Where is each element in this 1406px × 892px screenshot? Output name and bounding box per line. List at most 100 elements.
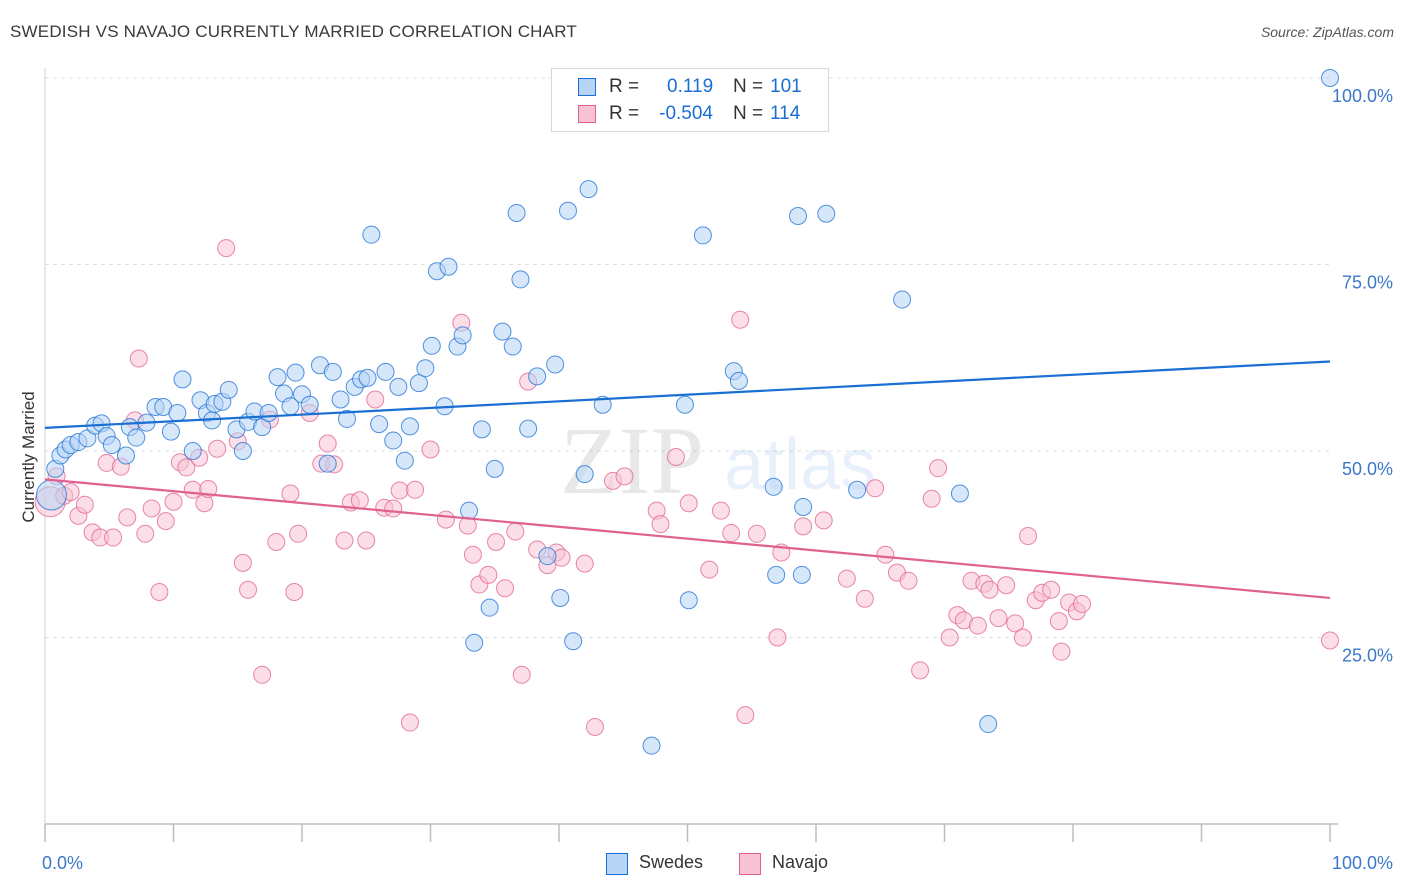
navajo-point bbox=[814, 511, 833, 530]
navajo-point bbox=[747, 524, 766, 543]
navajo-point bbox=[700, 560, 719, 579]
n-label: N = bbox=[733, 103, 764, 124]
navajo-point bbox=[1321, 631, 1339, 650]
swedes-point bbox=[439, 257, 458, 276]
navajo-point bbox=[335, 531, 354, 550]
legend-navajo-label: Navajo bbox=[772, 852, 829, 872]
swedes-point bbox=[337, 409, 356, 428]
swedes-point bbox=[422, 336, 441, 355]
navajo-point bbox=[285, 582, 304, 601]
navajo-point bbox=[711, 501, 730, 520]
x-tick-label: 100.0% bbox=[1332, 853, 1393, 873]
swedes-point bbox=[848, 480, 867, 499]
swedes-point bbox=[116, 446, 135, 465]
swedes-r-value: 0.119 bbox=[667, 76, 714, 97]
stats-legend: R = 0.119 N = 101 R = -0.504 N = 114 bbox=[551, 68, 829, 132]
swedes-point bbox=[465, 633, 484, 652]
navajo-point bbox=[1072, 594, 1091, 613]
source-label: Source: ZipAtlas.com bbox=[1260, 24, 1394, 40]
swedes-point bbox=[370, 415, 389, 434]
swedes-point bbox=[593, 395, 612, 414]
navajo-point bbox=[366, 390, 385, 409]
swedes-point bbox=[519, 419, 538, 438]
navajo-point bbox=[899, 571, 918, 590]
swedes-point bbox=[480, 598, 499, 617]
r-label: R = bbox=[609, 76, 640, 97]
navajo-point bbox=[911, 661, 930, 680]
swedes-point bbox=[384, 431, 403, 450]
swedes-point bbox=[376, 362, 395, 381]
navajo-point bbox=[866, 479, 885, 498]
swedes-point bbox=[764, 477, 783, 496]
navajo-point bbox=[318, 434, 337, 453]
navajo-point bbox=[496, 579, 515, 598]
swedes-point bbox=[507, 204, 526, 223]
navajo-point bbox=[736, 706, 755, 725]
navajo-point bbox=[239, 580, 258, 599]
swedes-point bbox=[503, 337, 522, 356]
swedes-point bbox=[168, 403, 187, 422]
swedes-point bbox=[127, 428, 146, 447]
navajo-point bbox=[357, 531, 376, 550]
navajo-point bbox=[1006, 614, 1025, 633]
chart-title: SWEDISH VS NAVAJO CURRENTLY MARRIED CORR… bbox=[10, 22, 577, 41]
y-axis-label: Currently Married bbox=[19, 391, 38, 522]
swedes-point bbox=[675, 395, 694, 414]
navajo-r-value: -0.504 bbox=[659, 103, 713, 124]
swedes-point bbox=[409, 374, 428, 393]
swedes-trend-line bbox=[44, 360, 1331, 429]
navajo-point bbox=[651, 515, 670, 534]
swedes-point bbox=[362, 225, 381, 244]
navajo-point bbox=[267, 533, 286, 552]
navajo-point bbox=[679, 494, 698, 513]
swedes-point bbox=[950, 484, 969, 503]
navajo-point bbox=[129, 349, 148, 368]
swedes-point bbox=[259, 403, 278, 422]
navajo-point bbox=[837, 569, 856, 588]
swedes-point bbox=[400, 417, 419, 436]
swedes-point bbox=[493, 322, 512, 341]
navajo-point bbox=[253, 665, 272, 684]
navajo-point bbox=[208, 439, 227, 458]
swedes-point bbox=[395, 451, 414, 470]
navajo-point bbox=[289, 524, 308, 543]
navajo-point bbox=[183, 480, 202, 499]
swedes-point bbox=[511, 270, 530, 289]
swedes-point bbox=[528, 367, 547, 386]
swedes-point bbox=[558, 201, 577, 220]
navajo-point bbox=[156, 512, 175, 531]
navajo-point bbox=[390, 481, 409, 500]
navajo-point bbox=[876, 545, 895, 564]
navajo-point bbox=[350, 491, 369, 510]
navajo-point bbox=[585, 718, 604, 737]
navajo-point bbox=[150, 582, 169, 601]
tick-labels: 25.0% 50.0% 75.0% 100.0% 0.0% 100.0% bbox=[42, 86, 1393, 873]
legend-swedes-swatch bbox=[606, 853, 628, 875]
navajo-point bbox=[575, 554, 594, 573]
navajo-point bbox=[794, 517, 813, 536]
swedes-point bbox=[817, 204, 836, 223]
swedes-point bbox=[173, 370, 192, 389]
swedes-point bbox=[642, 736, 661, 755]
trend-lines bbox=[44, 360, 1331, 600]
y-tick-label: 50.0% bbox=[1342, 459, 1393, 479]
navajo-point bbox=[177, 458, 196, 477]
n-label: N = bbox=[733, 76, 764, 97]
swedes-point bbox=[460, 501, 479, 520]
swedes-point bbox=[268, 368, 287, 387]
swedes-n-value: 101 bbox=[770, 76, 802, 97]
navajo-point bbox=[615, 467, 634, 486]
navajo-point bbox=[463, 545, 482, 564]
navajo-point bbox=[136, 524, 155, 543]
swedes-point bbox=[358, 368, 377, 387]
y-tick-label: 25.0% bbox=[1342, 646, 1393, 666]
navajo-point bbox=[75, 495, 94, 514]
navajo-point bbox=[512, 665, 531, 684]
navajo-point bbox=[384, 499, 403, 518]
swedes-point bbox=[729, 371, 748, 390]
navajo-point bbox=[980, 580, 999, 599]
y-tick-label: 75.0% bbox=[1342, 273, 1393, 293]
legend-swedes-label: Swedes bbox=[639, 852, 704, 872]
navajo-point bbox=[722, 524, 741, 543]
